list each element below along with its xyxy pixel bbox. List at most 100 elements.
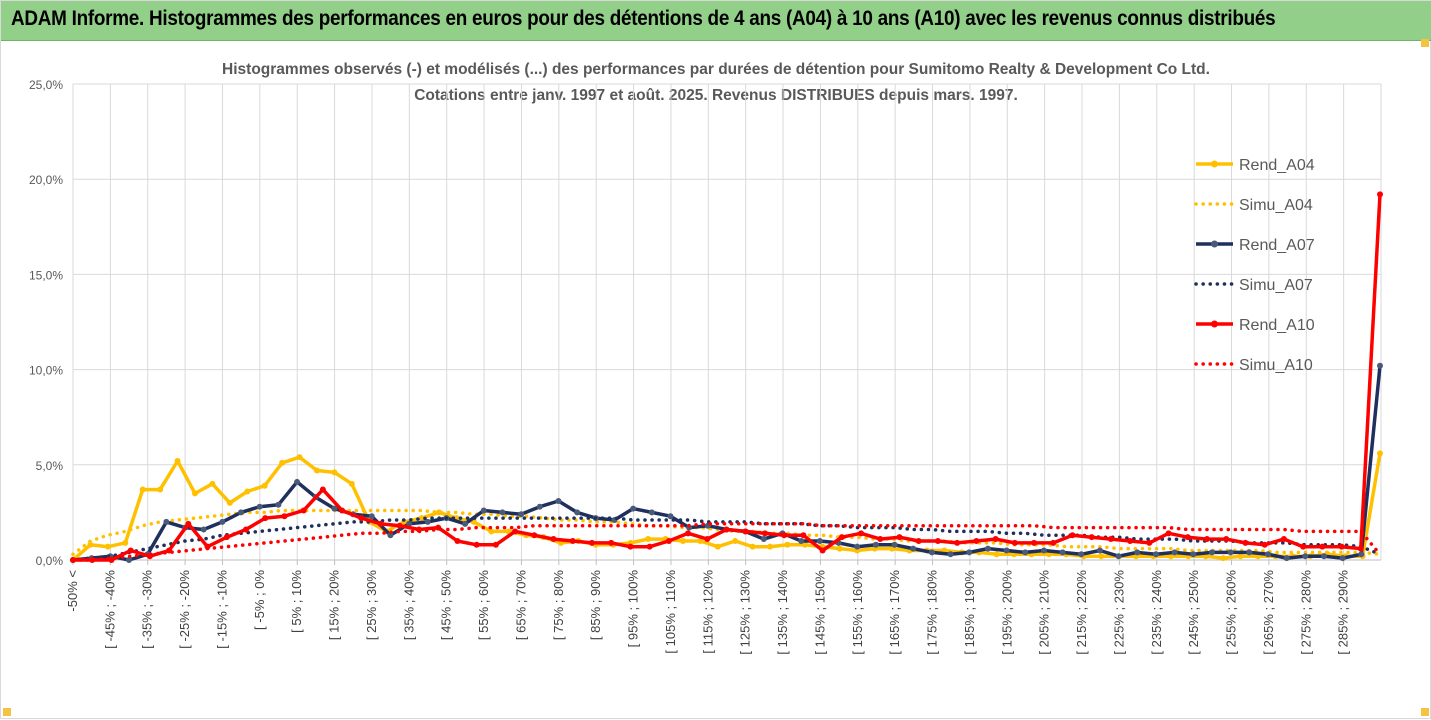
data-point <box>838 534 845 541</box>
x-tick-label: [ 75% ; 80% <box>551 570 566 641</box>
data-point <box>1115 553 1122 560</box>
corner-handle-top-right[interactable] <box>1421 39 1429 47</box>
legend-item-rend-a10[interactable]: Rend_A10 <box>1196 317 1315 334</box>
y-tick-label: 10,0% <box>29 364 63 378</box>
data-point <box>1377 450 1383 457</box>
legend-label: Simu_A04 <box>1239 197 1313 214</box>
data-point <box>238 509 245 516</box>
data-point <box>896 534 903 541</box>
y-tick-label: 5,0% <box>36 459 64 473</box>
data-point <box>646 543 653 550</box>
x-tick-label: [ -5% ; 0% <box>252 570 267 630</box>
data-point <box>630 505 637 512</box>
legend-item-simu-a10[interactable]: Simu_A10 <box>1194 357 1313 374</box>
data-point <box>749 543 756 550</box>
data-point <box>854 543 861 550</box>
data-point <box>1022 549 1029 556</box>
corner-handle-bottom-right[interactable] <box>1421 708 1429 716</box>
data-point <box>1377 362 1383 369</box>
legend-item-simu-a07[interactable]: Simu_A07 <box>1194 277 1313 294</box>
x-tick-label: [ 165% ; 170% <box>887 570 902 655</box>
data-point <box>608 539 615 546</box>
data-point <box>396 522 403 529</box>
data-point <box>454 537 461 544</box>
data-point <box>1134 549 1141 556</box>
data-point <box>1220 555 1227 562</box>
x-tick-label: [ 115% ; 120% <box>700 570 715 654</box>
data-point <box>275 501 282 508</box>
data-point <box>742 528 749 535</box>
data-point <box>499 509 506 516</box>
data-point <box>1184 534 1191 541</box>
legend-marker <box>1211 240 1218 248</box>
report-banner: ADAM Informe. Histogrammes des performan… <box>1 1 1431 41</box>
series-line-simu-a07 <box>71 516 1382 562</box>
data-point <box>331 469 338 476</box>
data-point <box>300 507 307 514</box>
x-tick-label: [ 125% ; 130% <box>738 570 753 655</box>
data-point <box>800 532 807 539</box>
data-point <box>1302 553 1309 560</box>
data-point <box>418 515 425 522</box>
legend-item-simu-a04[interactable]: Simu_A04 <box>1194 197 1313 214</box>
x-tick-label: [ 185% ; 190% <box>962 570 977 655</box>
data-point <box>1190 551 1197 558</box>
data-point <box>185 520 192 527</box>
data-point <box>174 457 181 464</box>
data-point <box>984 545 991 552</box>
data-point <box>801 541 808 548</box>
data-point <box>1003 547 1010 554</box>
data-point <box>1078 551 1085 558</box>
data-point <box>424 518 431 525</box>
data-point <box>1059 549 1066 556</box>
data-point <box>928 549 935 556</box>
chart-title: Histogrammes observés (-) et modélisés (… <box>222 61 1210 78</box>
data-point <box>331 505 338 512</box>
data-point <box>435 509 442 516</box>
data-point <box>319 486 326 493</box>
x-tick-label: [ 5% ; 10% <box>289 570 304 633</box>
data-point <box>550 536 557 543</box>
data-point <box>209 480 216 487</box>
x-tick-label: [ 65% ; 70% <box>513 570 528 641</box>
x-tick-label: [ 175% ; 180% <box>925 570 940 655</box>
data-point <box>627 543 634 550</box>
data-point <box>1283 555 1290 562</box>
series-rend-a10 <box>70 191 1383 563</box>
data-point <box>836 545 843 552</box>
data-point <box>518 511 525 518</box>
x-tick-label: [ 285% ; 290% <box>1336 570 1351 655</box>
corner-handle-bottom-left[interactable] <box>3 708 11 716</box>
y-tick-label: 15,0% <box>29 268 63 282</box>
x-tick-label: [ 45% ; 50% <box>439 570 454 641</box>
data-point <box>891 541 898 548</box>
legend-item-rend-a04[interactable]: Rend_A04 <box>1196 157 1315 174</box>
data-point <box>488 528 495 535</box>
data-point <box>244 488 251 495</box>
x-tick-label: [ 145% ; 150% <box>812 570 827 655</box>
data-point <box>163 518 170 525</box>
legend-marker <box>1211 320 1218 328</box>
data-point <box>588 539 595 546</box>
x-tick-label: [ 265% ; 270% <box>1261 570 1276 655</box>
data-point <box>1280 536 1287 543</box>
data-point <box>714 543 721 550</box>
x-tick-label: [ 25% ; 30% <box>364 570 379 641</box>
series-line-rend-a04 <box>71 453 1382 562</box>
x-tick-label: -50% < <box>65 570 80 612</box>
data-point <box>947 551 954 558</box>
legend-item-rend-a07[interactable]: Rend_A07 <box>1196 237 1315 254</box>
data-point <box>1167 553 1174 560</box>
data-point <box>139 486 146 493</box>
data-point <box>242 526 249 533</box>
legend-marker <box>1211 160 1218 168</box>
data-point <box>910 545 917 552</box>
x-tick-label: [ 205% ; 210% <box>1037 570 1052 655</box>
axes: 0,0% 5,0% 10,0% 15,0% 20,0% 25,0% -50% < [ -45%… <box>29 78 1381 655</box>
series-simu-a04 <box>71 508 1382 557</box>
chart-subtitle: Cotations entre janv. 1997 et août. 2025… <box>414 87 1018 104</box>
x-tick-label: [ 95% ; 100% <box>626 570 641 648</box>
legend[interactable]: Rend_A04 Simu_A04 Rend_A07 Simu_A07 Rend_A10… <box>1194 157 1315 374</box>
data-point <box>954 539 961 546</box>
